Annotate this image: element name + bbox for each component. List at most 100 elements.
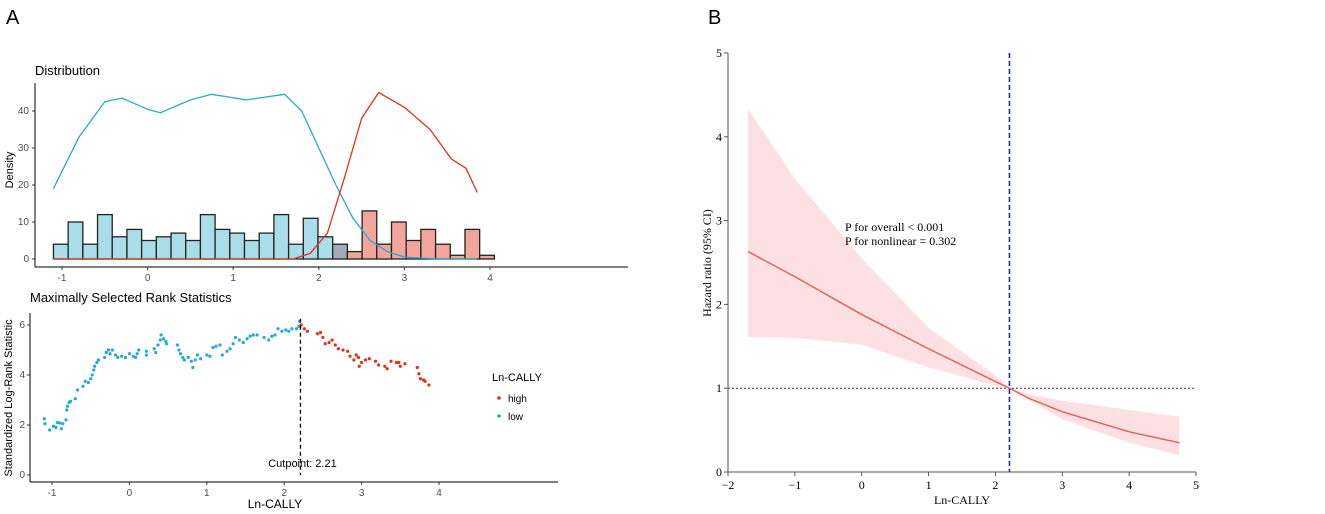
x-tick-label: −1 xyxy=(788,478,801,492)
histogram-bar-5 xyxy=(126,228,143,260)
rank-point-low xyxy=(154,350,158,355)
rank-point-low xyxy=(106,348,111,352)
x-tick-label: 2 xyxy=(281,488,287,499)
histogram-bar-6 xyxy=(140,239,157,260)
rank-point-low xyxy=(186,355,190,360)
rank-point-low xyxy=(251,333,255,337)
rank-point-low xyxy=(177,348,181,352)
rank-point-low xyxy=(245,337,249,341)
rank-point-low xyxy=(68,399,73,403)
rank-point-low xyxy=(175,343,179,347)
rank-point-high xyxy=(323,342,327,346)
rank-stat-points xyxy=(42,319,431,432)
rank-point-high xyxy=(397,360,401,365)
rank-point-low xyxy=(103,355,107,360)
x-tick-label: 0 xyxy=(145,273,151,284)
histogram-bar-13 xyxy=(243,239,260,260)
y-tick-label: 6 xyxy=(19,320,25,331)
rank-point-low xyxy=(193,358,197,362)
histogram-bar-4 xyxy=(111,236,128,260)
rank-point-high xyxy=(398,364,402,368)
rank-point-low xyxy=(290,327,294,331)
rank-point-high xyxy=(348,354,352,358)
rank-point-high xyxy=(333,343,337,347)
y-tick-label: 20 xyxy=(18,180,30,191)
histogram-bar-19 xyxy=(332,243,349,260)
histogram-bar-12 xyxy=(229,232,246,260)
x-tick-label: 0 xyxy=(127,488,133,499)
rank-point-low xyxy=(280,329,284,333)
rank-point-low xyxy=(123,355,128,360)
y-tick-label: 3 xyxy=(716,214,722,228)
legend: Ln-CALLY high low xyxy=(492,372,543,423)
rank-point-high xyxy=(318,330,323,335)
rank-point-high xyxy=(394,360,399,365)
annotation-p-overall: P for overall < 0.001 xyxy=(845,220,944,234)
rank-point-low xyxy=(137,348,141,352)
rank-point-low xyxy=(113,353,118,357)
histogram-bar-15 xyxy=(273,213,290,260)
rank-point-low xyxy=(75,388,80,392)
rank-point-low xyxy=(43,422,47,426)
x-tick-label: 1 xyxy=(230,273,236,284)
rank-point-high xyxy=(427,383,431,387)
rank-point-low xyxy=(65,408,69,412)
rank-point-low xyxy=(181,355,185,360)
rank-point-low xyxy=(96,358,101,362)
x-tick-label: −2 xyxy=(722,478,735,492)
rank-point-low xyxy=(284,328,288,332)
rank-point-low xyxy=(42,417,46,421)
legend-low-label: low xyxy=(508,412,524,423)
x-tick-label: 2 xyxy=(992,478,998,492)
rank-point-low xyxy=(195,353,200,357)
y-tick-label: 2 xyxy=(716,297,722,311)
rank-point-low xyxy=(161,337,166,341)
rank-point-low xyxy=(208,354,212,358)
y-tick-label: 1 xyxy=(716,381,722,395)
x-tick-label: 4 xyxy=(487,273,493,284)
histogram-bar-14 xyxy=(258,232,275,260)
rank-point-low xyxy=(267,338,271,342)
rank-stat-title: Maximally Selected Rank Statistics xyxy=(30,290,232,305)
rank-point-low xyxy=(83,379,87,383)
rank-point-low xyxy=(225,349,229,353)
rank-point-high xyxy=(389,359,393,363)
y-tick-label: 4 xyxy=(716,130,722,144)
rank-point-low xyxy=(214,344,218,348)
rank-stat-ylabel: Standardized Log-Rank Statistic xyxy=(3,319,15,477)
y-tick-label: 4 xyxy=(19,370,25,381)
y-tick-label: 30 xyxy=(18,143,30,154)
density-curve-low xyxy=(52,93,478,260)
x-tick-label: 5 xyxy=(1193,478,1199,492)
rank-point-low xyxy=(127,352,131,356)
rank-point-low xyxy=(294,327,299,331)
rank-stat-ticks: -1 0 1 2 3 4 0 2 4 6 xyxy=(19,320,442,499)
rank-point-low xyxy=(262,335,266,340)
histogram-bar-10 xyxy=(199,213,216,260)
density-curve-high xyxy=(53,91,478,260)
distribution-title: Distribution xyxy=(35,63,100,78)
rank-point-low xyxy=(48,428,52,432)
distribution-ylabel: Density xyxy=(4,151,16,188)
panel-label-b: B xyxy=(708,7,721,29)
histogram-bar-24 xyxy=(405,239,422,260)
rank-point-low xyxy=(73,397,77,401)
hr-xlabel: Ln-CALLY xyxy=(934,493,990,507)
rank-point-low xyxy=(178,352,183,356)
y-tick-label: 0 xyxy=(19,470,25,481)
histogram-bar-1 xyxy=(67,221,84,260)
rank-point-low xyxy=(81,384,85,388)
rank-point-high xyxy=(423,379,427,383)
density-curves xyxy=(52,91,478,260)
x-tick-label: 3 xyxy=(359,488,365,499)
rank-point-high xyxy=(367,357,371,361)
rank-point-low xyxy=(273,333,277,337)
rank-point-high xyxy=(354,353,358,357)
rank-point-low xyxy=(116,355,120,360)
rank-point-low xyxy=(287,329,291,333)
rank-point-high xyxy=(356,355,361,360)
rank-point-low xyxy=(270,334,274,338)
x-tick-label: 3 xyxy=(1059,478,1065,492)
